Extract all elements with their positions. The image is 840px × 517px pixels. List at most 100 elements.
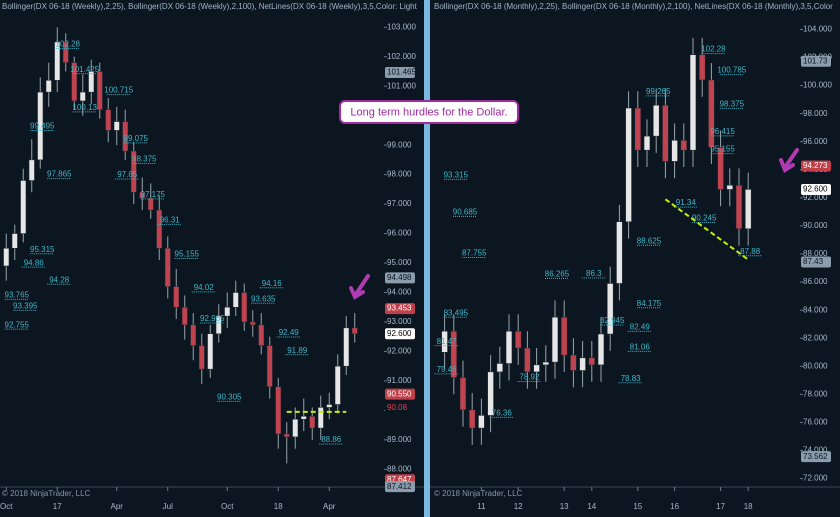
level-label: 90.685 — [453, 207, 478, 216]
candle-body — [459, 377, 467, 411]
candle-body — [139, 192, 146, 199]
level-label: 99.265 — [646, 87, 671, 96]
level-label: 92.965 — [200, 314, 225, 323]
y-tick-label: 98.000 — [387, 170, 412, 179]
y-tick-label: 103.000 — [387, 22, 416, 31]
price-tag-label: 92.600 — [387, 329, 412, 338]
candle-body — [551, 316, 559, 363]
level-label: 97.175 — [141, 190, 166, 199]
x-tick-label: Apr — [323, 502, 336, 511]
price-tag — [801, 183, 831, 195]
level-label: 87.88 — [740, 247, 761, 256]
level-label: 100.715 — [104, 86, 133, 95]
level-label: 90.305 — [217, 392, 242, 401]
candle-body — [515, 330, 522, 349]
y-tick-label: 96.000 — [803, 137, 828, 146]
candle-body — [579, 357, 586, 371]
level-label: 83.495 — [444, 308, 469, 317]
candle-body — [105, 109, 112, 131]
y-tick-label: 89.000 — [387, 435, 412, 444]
candle-body — [249, 321, 256, 326]
x-tick-label: 16 — [670, 502, 679, 511]
level-label: 93.315 — [444, 171, 469, 180]
copyright: © 2018 NinjaTrader, LLC — [434, 489, 523, 498]
candle-body — [478, 415, 485, 429]
candle-body — [570, 354, 577, 371]
level-label: 95.155 — [710, 145, 735, 154]
level-label: 78.92 — [519, 373, 540, 382]
level-label: 78.83 — [621, 374, 642, 383]
level-label: 94.28 — [49, 275, 70, 284]
level-label: 93.635 — [251, 294, 276, 303]
candle-body — [735, 184, 743, 229]
level-label: 97.865 — [47, 170, 72, 179]
level-label: 92.49 — [279, 328, 300, 337]
candle-body — [441, 330, 448, 353]
candle-body — [37, 91, 44, 161]
y-tick-label: 86.000 — [803, 277, 828, 286]
y-tick-label: 99.000 — [387, 140, 412, 149]
candle-body — [147, 197, 154, 211]
x-tick-label: 12 — [514, 502, 523, 511]
y-tick-label: 91.000 — [387, 376, 412, 385]
level-label: 102.28 — [701, 45, 726, 54]
price-tag-label: 90.550 — [387, 389, 412, 398]
x-tick-label: 11 — [477, 502, 486, 511]
candle-body — [275, 386, 282, 435]
candle-body — [156, 209, 163, 249]
candle-body — [215, 315, 222, 335]
price-tag — [385, 402, 415, 414]
y-tick-label: 80.000 — [803, 361, 828, 370]
candle-body — [3, 248, 10, 267]
price-tag-label: 101.73 — [803, 56, 828, 65]
plots: Bollinger(DX 06-18 (Weekly),2,25), Bolli… — [0, 2, 833, 511]
y-tick-label: 96.000 — [387, 229, 412, 238]
price-tag-label: 90.08 — [387, 403, 408, 412]
candle-body — [450, 330, 457, 378]
level-label: 79.46 — [437, 365, 458, 374]
level-label: 92.755 — [5, 320, 30, 329]
candle-body — [643, 135, 651, 151]
level-label: 87.755 — [462, 249, 487, 258]
candle-body — [634, 107, 641, 151]
level-label: 84.175 — [637, 299, 662, 308]
candle-body — [680, 140, 687, 151]
candle-body — [671, 140, 678, 162]
candle-body — [28, 159, 35, 181]
y-tick-label: 90.000 — [803, 221, 828, 230]
x-tick-label: Apr — [111, 502, 124, 511]
level-label: 96.31 — [160, 216, 181, 225]
candle-body — [505, 330, 513, 364]
level-label: 82.49 — [630, 322, 651, 331]
y-tick-label: 82.000 — [803, 333, 828, 342]
candle-body — [487, 371, 494, 416]
level-label: 99.075 — [124, 134, 149, 143]
y-tick-label: 88.000 — [387, 464, 412, 473]
candle-body — [343, 327, 350, 367]
y-tick-label: 98.000 — [803, 109, 828, 118]
candle-body — [334, 365, 341, 405]
level-label: 91.34 — [676, 198, 697, 207]
y-tick-label: 84.000 — [803, 305, 828, 314]
candle-body — [607, 283, 614, 335]
price-tag — [385, 388, 415, 400]
candle-body — [699, 54, 706, 81]
candle-body — [241, 292, 248, 323]
candle-body — [689, 54, 697, 151]
price-tag-label: 73.562 — [803, 452, 828, 461]
arrow — [349, 274, 370, 300]
price-tag — [385, 481, 415, 493]
candle-body — [283, 433, 290, 438]
candle-body — [469, 409, 476, 429]
candle-body — [561, 316, 568, 356]
price-tag-label: 94.498 — [387, 273, 412, 282]
price-tag-label: 101.465 — [387, 68, 416, 77]
trendline — [664, 198, 749, 261]
y-tick-label: 97.000 — [387, 199, 412, 208]
price-tag-label: 87.412 — [387, 482, 412, 491]
y-tick-label: 76.000 — [803, 418, 828, 427]
callout-box — [339, 100, 519, 124]
candle-body — [653, 104, 660, 137]
